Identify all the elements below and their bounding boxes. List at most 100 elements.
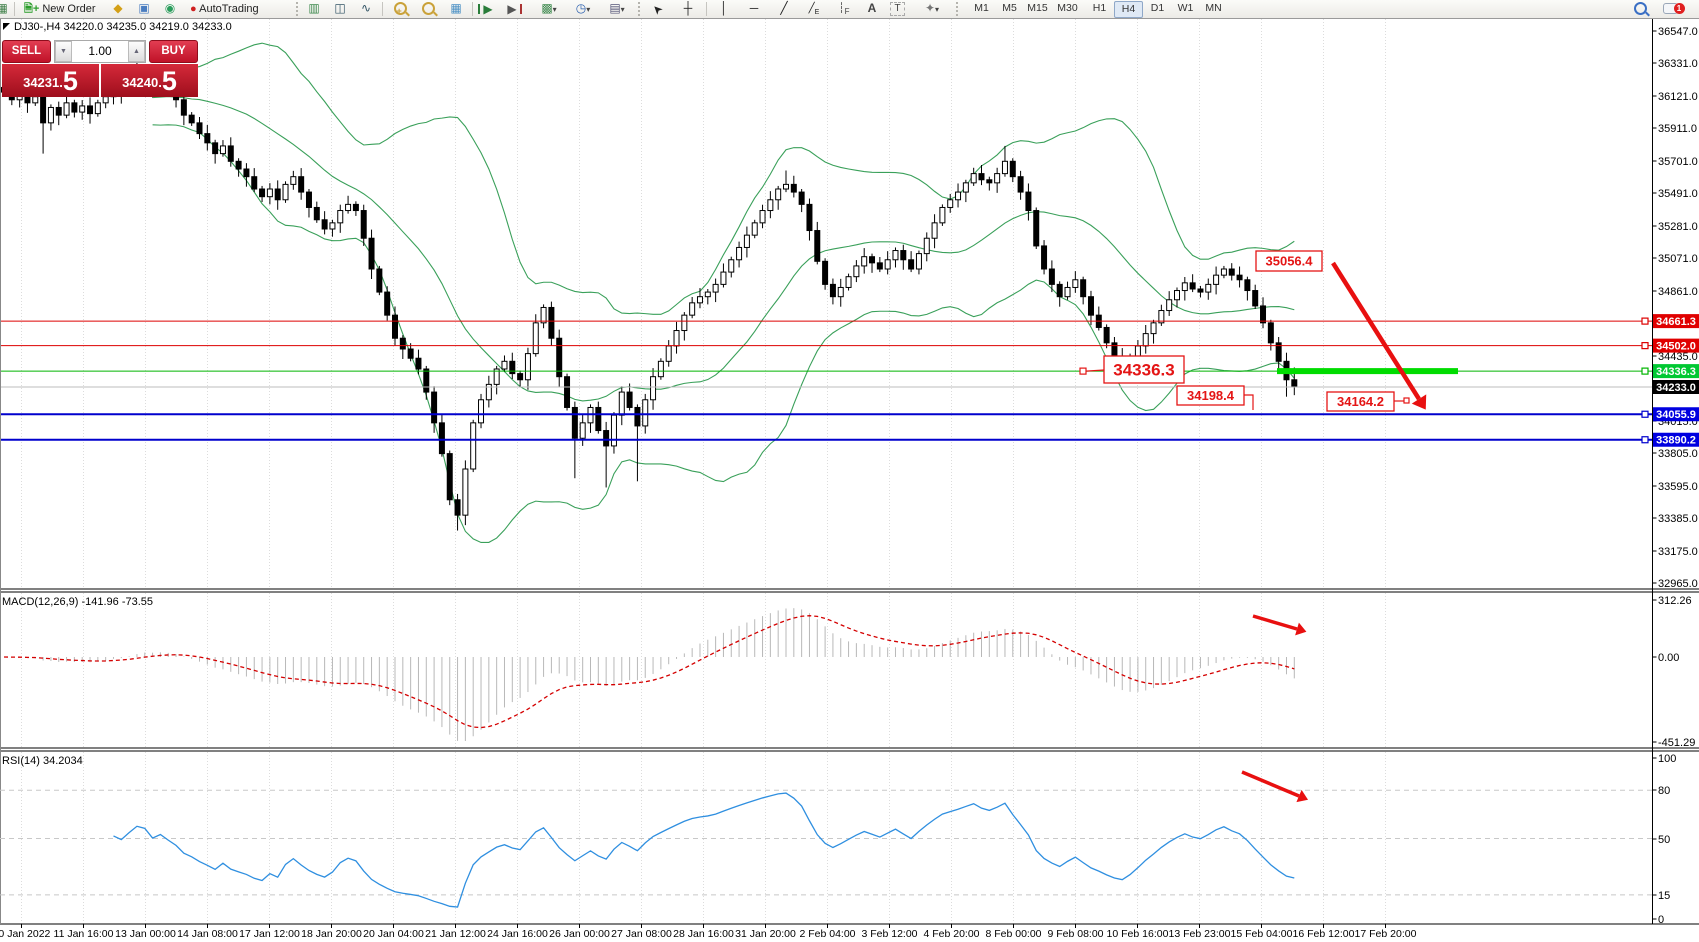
toolbar-grip[interactable] xyxy=(638,2,645,16)
toolbar-grip[interactable] xyxy=(296,2,303,16)
price-line-label-34233.0[interactable]: 34233.0 xyxy=(1653,380,1699,394)
time-tick-label: 4 Feb 20:00 xyxy=(923,928,979,940)
svg-text:34336.3: 34336.3 xyxy=(1656,366,1696,378)
price-tick-label: 33805.0 xyxy=(1658,448,1698,460)
macd-histogram xyxy=(11,608,1295,741)
volume-increase-button[interactable]: ▲ xyxy=(128,41,145,62)
toolbar-grip[interactable] xyxy=(956,2,963,16)
crosshair-icon[interactable]: ┼ xyxy=(683,1,693,15)
price-line-label-34055.9[interactable]: 34055.9 xyxy=(1653,407,1699,422)
chart-shift-icon[interactable]: ▶ xyxy=(504,3,522,15)
zoom-out-icon[interactable] xyxy=(418,0,438,18)
bar-chart-icon[interactable]: ▥ xyxy=(308,1,320,15)
rsi-tick-label: 0 xyxy=(1658,914,1664,926)
autotrading-label: AutoTrading xyxy=(199,3,259,15)
timeframe-h1[interactable]: H1 xyxy=(1092,2,1107,14)
gold-coin-icon[interactable]: ◆ xyxy=(113,1,123,15)
sell-price-pip: 5 xyxy=(62,66,78,96)
level-anchor-marker[interactable] xyxy=(1641,410,1649,418)
terminal-icon[interactable]: ▣ xyxy=(138,1,150,15)
buy-price-main: 34240 xyxy=(122,75,159,90)
level-anchor-marker[interactable] xyxy=(1641,317,1649,325)
fibonacci-icon[interactable]: ┆F xyxy=(838,3,850,16)
timeframe-m5[interactable]: M5 xyxy=(1002,2,1017,14)
timeframe-m30[interactable]: M30 xyxy=(1057,2,1078,14)
timeframe-mn[interactable]: MN xyxy=(1205,2,1222,14)
price-tick-label: 33175.0 xyxy=(1658,546,1698,558)
macd-trend-arrow[interactable] xyxy=(1252,614,1307,636)
autotrading-button[interactable]: ● AutoTrading xyxy=(184,0,265,20)
price-axis[interactable]: 36547.0 36331.0 36121.0 35911.0 35701.0 35491… xyxy=(1652,26,1699,926)
macd-label: MACD(12,26,9) -141.96 -73.55 xyxy=(2,596,154,608)
arrows-dropdown[interactable]: ✦▾ xyxy=(924,1,940,15)
app-chart-icon[interactable]: ▦ xyxy=(0,1,8,15)
search-icon[interactable] xyxy=(1630,0,1650,18)
new-order-button[interactable]: 🗎+ New Order xyxy=(18,0,102,20)
notifications-icon[interactable]: 1 xyxy=(1656,0,1685,18)
volume-decrease-button[interactable]: ▼ xyxy=(55,41,72,62)
price-line-label-34502.0[interactable]: 34502.0 xyxy=(1653,338,1699,353)
rsi-trend-arrow[interactable] xyxy=(1241,770,1309,803)
pane-frame xyxy=(0,19,1699,925)
buy-price-display[interactable]: 34240. 5 xyxy=(101,64,198,97)
price-line-label-33890.2[interactable]: 33890.2 xyxy=(1653,432,1699,447)
bollinger-lower-band xyxy=(152,124,1295,544)
level-anchor-marker[interactable] xyxy=(1641,367,1649,375)
toolbar-separator xyxy=(382,2,383,16)
time-tick-label: 11 Jan 16:00 xyxy=(54,928,114,940)
timeframe-w1[interactable]: W1 xyxy=(1177,2,1194,14)
macd-tick-label: -451.29 xyxy=(1658,737,1695,749)
time-tick-label: 13 Jan 00:00 xyxy=(115,928,176,940)
text-icon[interactable]: A xyxy=(867,1,877,15)
rsi-label: RSI(14) 34.2034 xyxy=(2,755,83,767)
rsi-tick-label: 80 xyxy=(1658,785,1670,797)
timeframe-m15[interactable]: M15 xyxy=(1027,2,1048,14)
zoom-in-icon[interactable]: + xyxy=(390,0,410,18)
auto-scroll-icon[interactable]: ▶ xyxy=(478,3,496,15)
svg-text:34661.3: 34661.3 xyxy=(1656,316,1696,328)
tile-windows-icon[interactable]: ▦ xyxy=(450,1,462,15)
price-tick-label: 36547.0 xyxy=(1658,26,1698,38)
horizontal-line-icon[interactable]: ─ xyxy=(749,1,759,15)
support-zone-segment[interactable] xyxy=(1277,368,1458,375)
price-line-label-34661.3[interactable]: 34661.3 xyxy=(1653,314,1699,329)
volume-input[interactable]: 1.00 xyxy=(88,44,112,58)
time-tick-label: 10 Jan 2022 xyxy=(0,928,51,940)
level-anchor-marker[interactable] xyxy=(1641,342,1649,350)
price-line-label-34336.3[interactable]: 34336.3 xyxy=(1653,364,1699,379)
new-chart-dropdown[interactable]: ▩▾ xyxy=(541,1,557,15)
time-tick-label: 31 Jan 20:00 xyxy=(735,928,796,940)
vertical-line-icon[interactable]: │ xyxy=(720,1,728,15)
price-tick-label: 35491.0 xyxy=(1658,188,1698,200)
trendline-icon[interactable]: ╱ xyxy=(780,1,788,15)
timeframe-d1[interactable]: D1 xyxy=(1150,2,1165,14)
svg-text:34164.2: 34164.2 xyxy=(1337,394,1384,409)
timeframe-h4[interactable]: H4 xyxy=(1114,1,1143,18)
annotation-price-label[interactable]: 35056.4 xyxy=(1255,250,1323,272)
timeframe-m1[interactable]: M1 xyxy=(974,2,989,14)
profiles-dropdown[interactable]: ◷▾ xyxy=(575,1,591,15)
toolbar-separator xyxy=(14,2,15,16)
time-tick-label: 28 Jan 16:00 xyxy=(673,928,734,940)
buy-button[interactable]: BUY xyxy=(149,40,198,63)
line-chart-icon[interactable]: ∿ xyxy=(360,1,372,15)
signals-icon[interactable]: ◉ xyxy=(164,1,176,15)
sell-button[interactable]: SELL xyxy=(2,40,51,63)
annotation-price-label[interactable]: 34336.3 xyxy=(1103,355,1185,384)
chart-template-dropdown[interactable]: ▤▾ xyxy=(609,1,625,15)
level-anchor-marker[interactable] xyxy=(1641,436,1649,444)
text-label-icon[interactable]: T xyxy=(890,2,905,16)
annotation-price-label[interactable]: 34164.2 xyxy=(1326,391,1395,412)
equidistant-channel-icon[interactable]: ╱E xyxy=(808,3,820,16)
time-tick-label: 13 Feb 23:00 xyxy=(1169,928,1231,940)
price-trend-arrow[interactable] xyxy=(1331,261,1427,410)
svg-text:34336.3: 34336.3 xyxy=(1113,361,1174,380)
time-tick-label: 21 Jan 12:00 xyxy=(425,928,486,940)
sell-price-display[interactable]: 34231. 5 xyxy=(2,64,99,97)
macd-signal-line xyxy=(3,615,1295,729)
collapse-triangle[interactable] xyxy=(3,23,10,30)
price-tick-label: 35701.0 xyxy=(1658,156,1698,168)
candlestick-icon[interactable]: ◫ xyxy=(334,1,346,15)
annotation-price-label[interactable]: 34198.4 xyxy=(1176,385,1245,406)
